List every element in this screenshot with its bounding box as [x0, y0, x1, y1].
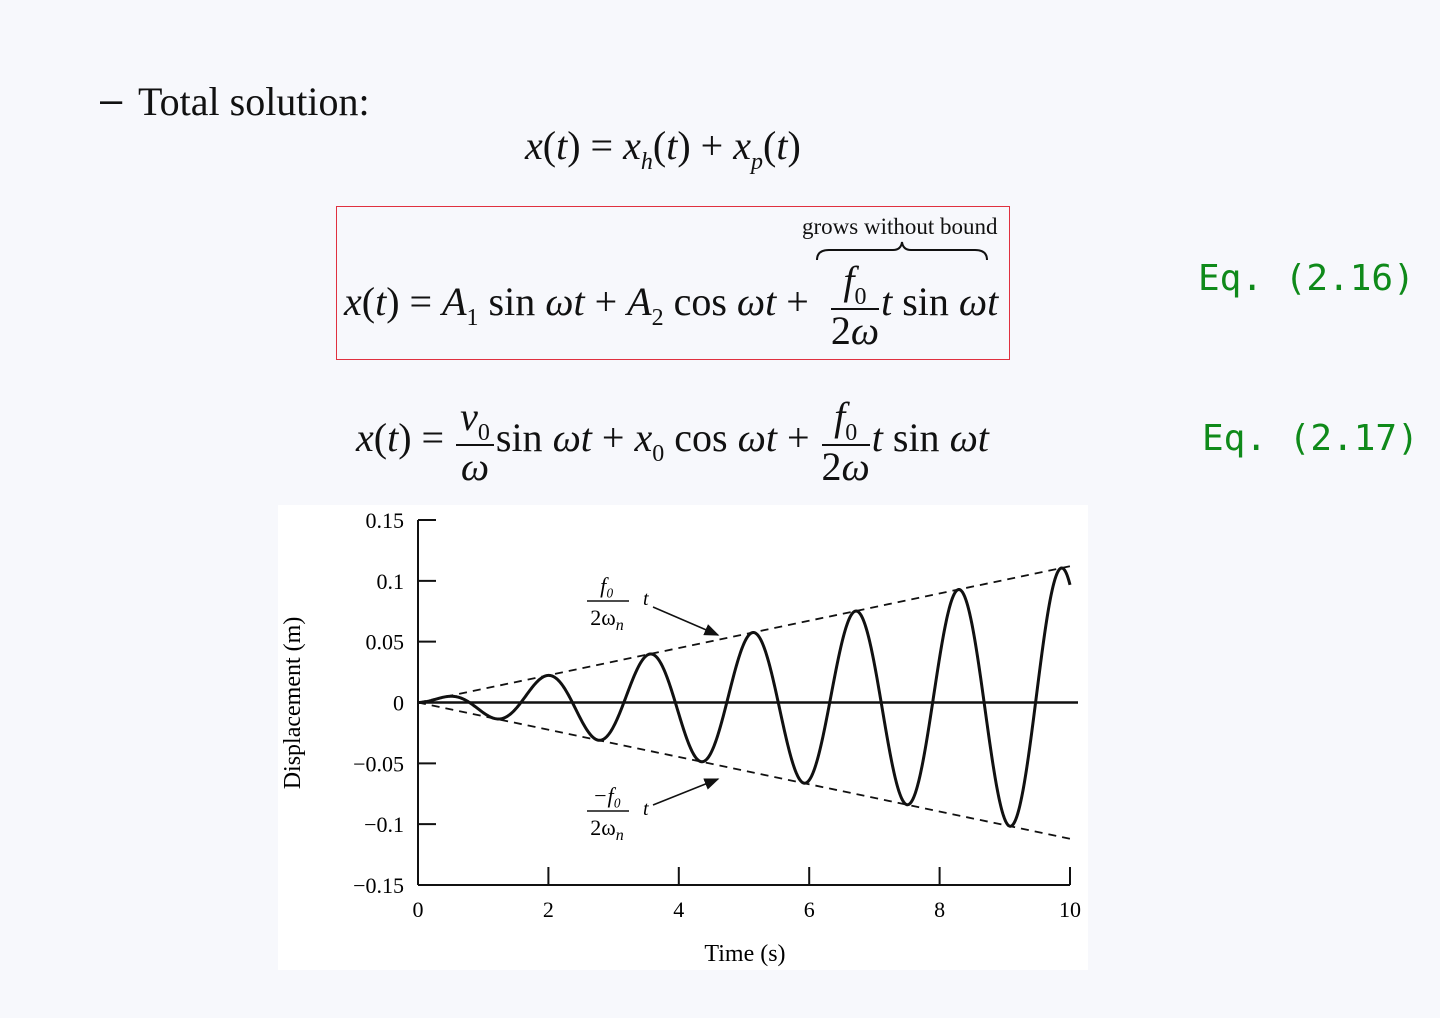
resonance-response-figure: 0.15 0.1 0.05 0 −0.05 −0.1 −0.15 0 2 4 6 8 10 f₀ 2ωn t… [278, 505, 1088, 970]
upper-envelope [417, 565, 1071, 704]
y-tick-label: 0.05 [366, 630, 405, 655]
equation-2-16-box [336, 206, 1010, 360]
annotation-numerator: −f₀ [593, 783, 622, 808]
x-axis-label: Time (s) [704, 941, 785, 967]
lower-annotation-arrow [652, 778, 720, 806]
upper-annotation-arrow [652, 606, 720, 636]
grows-without-bound-annotation: grows without bound [802, 214, 998, 239]
x-tick-label: 10 [1059, 897, 1081, 922]
y-tick-label: −0.05 [353, 751, 404, 776]
equation-2-16: x(t) = A1 sin ωt + A2 cos ωt + f0 2ω t sin… [344, 258, 999, 353]
y-tick-label: 0.15 [366, 508, 405, 533]
x-tick-label: 0 [413, 897, 424, 922]
bullet-dash: – [100, 78, 123, 122]
y-tick-label: −0.15 [353, 873, 404, 898]
equation-total-solution: x(t) = xh(t) + xp(t) [525, 123, 801, 175]
x-tick-label: 8 [934, 897, 945, 922]
lower-envelope-label: −f₀ 2ωn t [587, 783, 649, 844]
annotation-t: t [643, 588, 649, 610]
lower-envelope [417, 701, 1071, 840]
resonance-chart: 0.15 0.1 0.05 0 −0.05 −0.1 −0.15 0 2 4 6 8 10 f₀ 2ωn t… [280, 508, 1081, 967]
upper-envelope-label: f₀ 2ωn t [587, 573, 649, 634]
equation-label-2-17: Eq. (2.17) [1202, 418, 1419, 459]
y-tick-label: 0 [393, 691, 404, 716]
overbrace [816, 241, 988, 261]
equation-2-17: x(t) = v0 ω sin ωt + x0 cos ωt + f0 2ω t sin… [356, 394, 989, 489]
annotation-t: t [643, 798, 649, 820]
y-tick-label: 0.1 [377, 569, 405, 594]
x-tick-label: 2 [543, 897, 554, 922]
y-tick-label: −0.1 [364, 812, 404, 837]
equation-label-2-16: Eq. (2.16) [1198, 258, 1415, 299]
annotation-denominator: 2ωn [590, 605, 623, 634]
section-heading: Total solution: [138, 79, 370, 124]
y-axis-label: Displacement (m) [280, 617, 306, 790]
x-tick-label: 4 [673, 897, 684, 922]
response-curve [417, 566, 1072, 828]
annotation-denominator: 2ωn [590, 815, 623, 844]
annotation-numerator: f₀ [600, 573, 614, 598]
x-tick-label: 6 [804, 897, 815, 922]
